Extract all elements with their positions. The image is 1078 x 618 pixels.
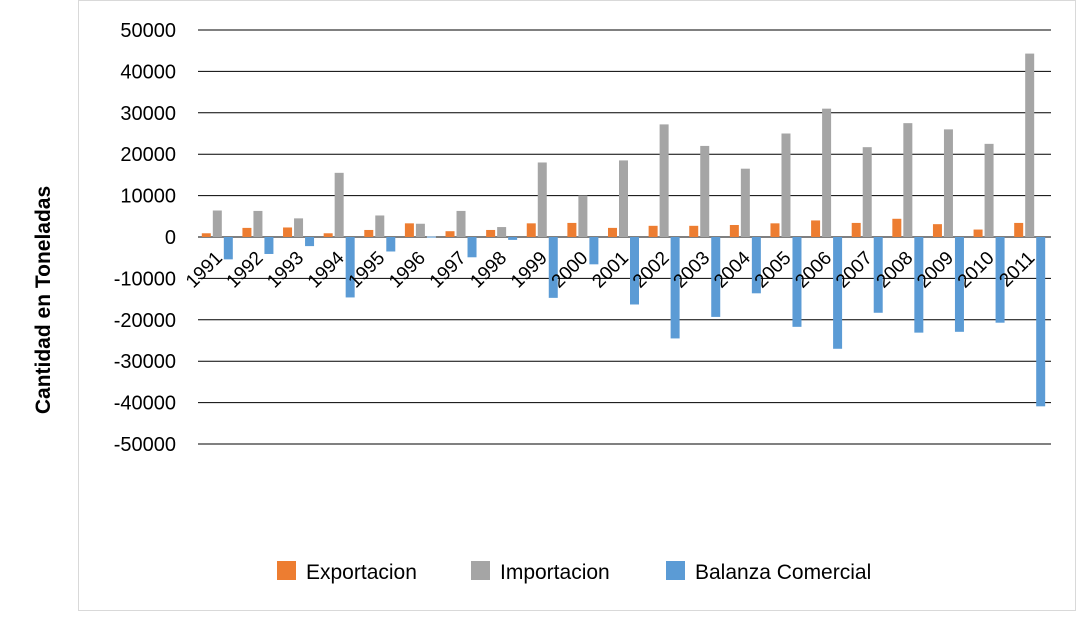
bar-importacion [537,162,547,237]
bar-exportacion [283,227,293,237]
bar-importacion [700,145,710,237]
bar-balanza-comercial [508,237,518,240]
bar-exportacion [404,223,414,237]
bar-exportacion [242,227,252,237]
bar-exportacion [932,224,942,237]
bar-importacion [740,168,750,237]
bar-balanza-comercial [223,237,233,260]
bar-importacion [1025,53,1035,238]
bar-exportacion [526,223,536,237]
y-tick-label: 50000 [120,20,176,42]
bar-balanza-comercial [426,236,436,238]
y-tick-label: -10000 [114,268,176,290]
bar-importacion [619,160,628,237]
bar-importacion [984,143,994,237]
bar-balanza-comercial [467,237,477,258]
bar-importacion [415,223,425,237]
bar-importacion [578,195,588,237]
x-tick-label: 1991 [182,248,227,293]
bar-importacion [375,215,385,237]
bar-importacion [659,124,669,237]
bar-importacion [456,210,466,237]
legend-label: Balanza Comercial [695,561,871,584]
bar-balanza-comercial [386,237,396,252]
bar-balanza-comercial [548,237,558,298]
bar-balanza-comercial [305,237,315,247]
bar-importacion [334,172,344,237]
bar-exportacion [1014,222,1024,237]
bar-exportacion [608,227,617,237]
bar-exportacion [892,218,902,237]
y-tick-label: -20000 [114,310,176,332]
legend-label: Exportacion [306,561,417,584]
bar-exportacion [486,229,496,237]
x-tick-label: 1993 [263,248,308,293]
bar-exportacion [201,233,211,237]
y-tick-label: 0 [165,227,176,249]
y-tick-label: -40000 [114,393,176,415]
bar-balanza-comercial [873,237,883,313]
bar-importacion [781,133,791,237]
legend-swatch [471,561,490,580]
bar-balanza-comercial [954,237,964,332]
bar-exportacion [770,223,780,237]
chart-area: 50000 40000 30000 20000 10000 0 -10000 -20000 -3… [78,0,1076,611]
y-tick-label: -50000 [114,434,176,456]
bar-balanza-comercial [751,237,761,294]
bar-balanza-comercial [792,237,802,327]
y-tick-label: 20000 [120,144,176,166]
y-tick-label: 30000 [120,103,176,125]
bar-exportacion [445,231,455,237]
bar-balanza-comercial [630,237,639,305]
bar-importacion [294,218,304,237]
y-axis-title: Cantidad en Toneladas [32,186,55,414]
bar-exportacion [648,225,658,237]
bar-importacion [212,210,222,237]
bar-importacion [253,210,263,237]
y-tick-label: 40000 [120,61,176,83]
bar-chart: 50000 40000 30000 20000 10000 0 -10000 -20000 -3… [114,20,1051,584]
y-tick-label: 10000 [120,186,176,208]
bar-exportacion [811,220,821,237]
bar-balanza-comercial [264,237,274,254]
bar-balanza-comercial [914,237,924,333]
legend-swatch [277,561,296,580]
bar-balanza-comercial [1036,237,1046,407]
bar-importacion [862,147,872,237]
bar-balanza-comercial [589,237,599,265]
bar-exportacion [364,229,374,237]
x-tick-label: 1994 [304,247,349,292]
x-tick-label: 1996 [385,248,430,293]
bar-importacion [497,227,507,237]
bar-exportacion [689,225,699,237]
bar-importacion [943,129,953,237]
bar-importacion [822,108,832,237]
x-tick-label: 1997 [426,248,471,293]
bar-balanza-comercial [995,237,1005,323]
bar-balanza-comercial [670,237,680,339]
bar-exportacion [567,222,577,237]
bar-balanza-comercial [345,237,355,298]
bar-exportacion [729,224,739,237]
bar-exportacion [973,229,983,237]
bar-balanza-comercial [833,237,843,349]
y-axis-title-container: Cantidad en Toneladas [0,0,60,613]
bar-importacion [903,123,913,237]
x-tick-label: 1999 [507,248,552,293]
y-tick-label: -30000 [114,351,176,373]
bar-exportacion [851,222,861,237]
bar-exportacion [323,233,333,237]
legend-swatch [666,561,685,580]
bar-balanza-comercial [711,237,721,317]
legend-label: Importacion [500,561,610,584]
